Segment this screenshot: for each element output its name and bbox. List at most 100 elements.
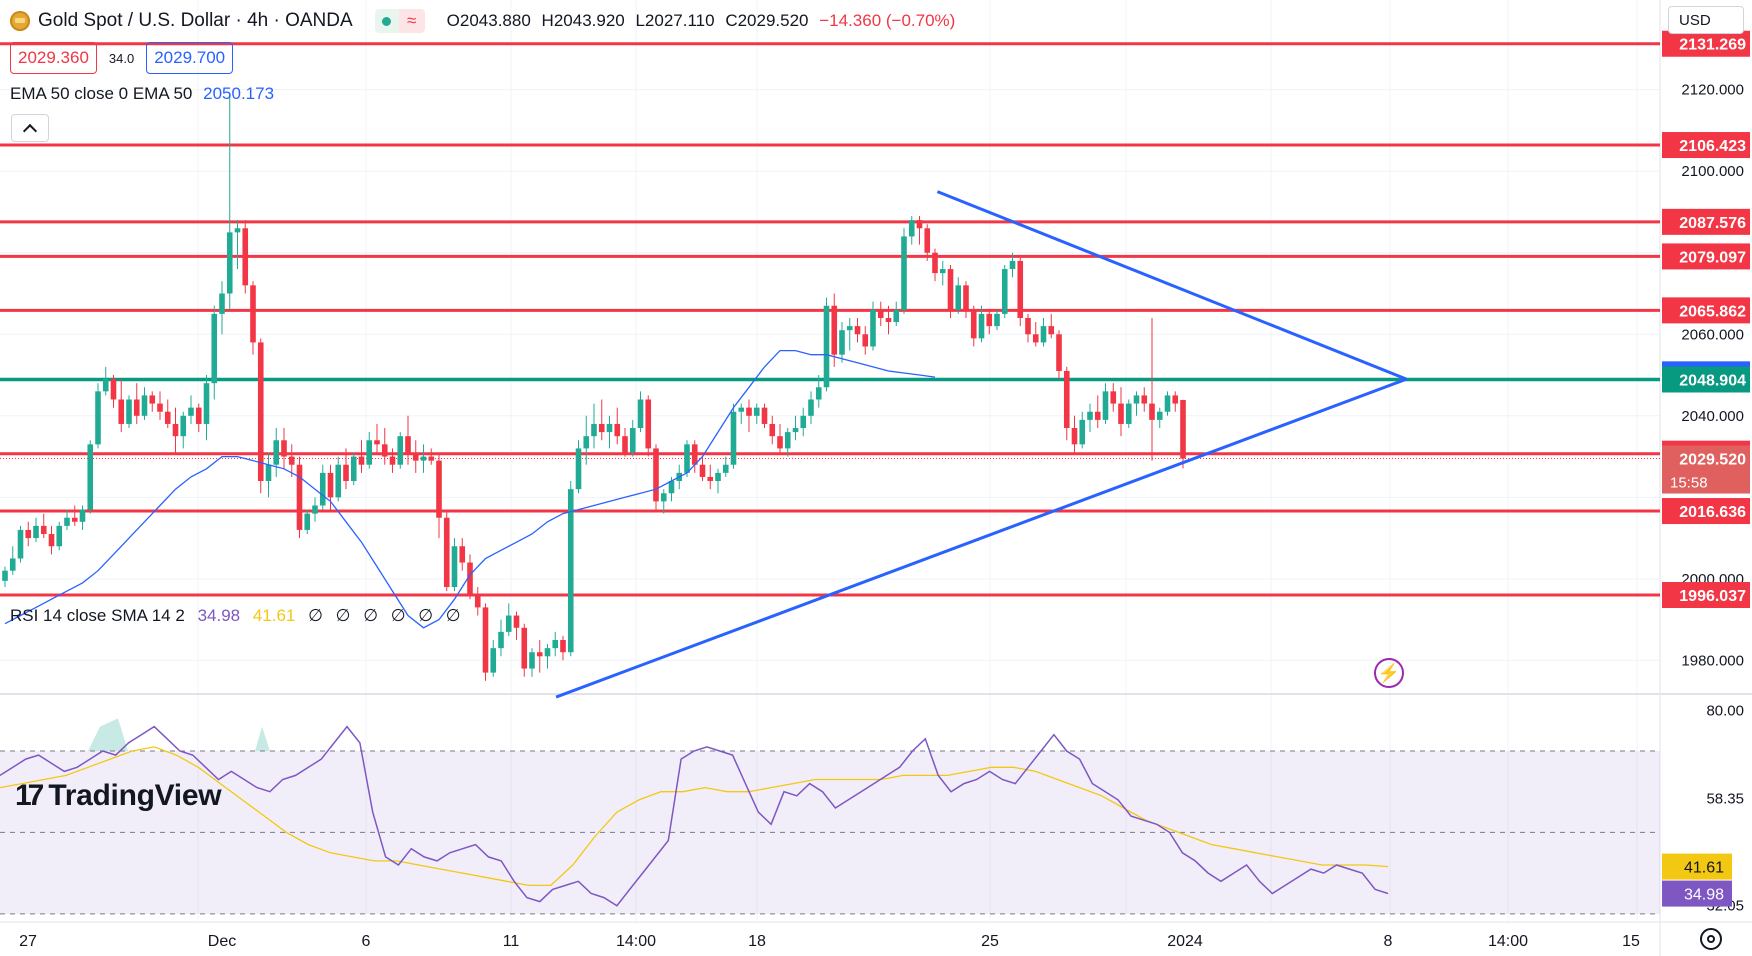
trade-buttons: 2029.360 34.0 2029.700 [10, 42, 234, 74]
candle-body [265, 464, 272, 482]
candle-body [226, 232, 233, 294]
collapse-legend-button[interactable] [11, 114, 49, 142]
lightning-icon[interactable]: ⚡ [1374, 658, 1404, 688]
tradingview-logo[interactable]: 17 TradingView [15, 779, 222, 813]
candle-body [1063, 370, 1070, 429]
candle-body [901, 236, 907, 310]
rsi-badge-label: 34.98 [1684, 887, 1724, 904]
time-axis: 27 Dec 6 11 14:00 18 25 2024 8 14:00 15 [19, 933, 1640, 950]
candle-body [622, 436, 628, 453]
candle-body [250, 285, 256, 343]
candlesticks [2, 93, 1186, 681]
candle-body [1102, 391, 1109, 420]
price-tick-label: 2040.000 [1681, 408, 1744, 425]
candle-body [730, 411, 737, 465]
candle-body [498, 631, 504, 649]
candle-body [746, 407, 752, 416]
data-delay-icon[interactable]: ≈ [398, 9, 425, 33]
candle-body [777, 436, 783, 449]
candle-body [33, 525, 39, 539]
candle-body [1094, 411, 1101, 420]
candle-body [862, 334, 869, 347]
ema-value: 2050.173 [203, 84, 275, 103]
candle-body [172, 423, 179, 437]
candle-body [327, 472, 334, 498]
candle-body [660, 493, 667, 502]
candle-body [1141, 395, 1148, 404]
candle-body [668, 481, 675, 494]
candle-body [761, 407, 768, 424]
candle-body [17, 529, 24, 559]
currency-selector[interactable]: USD [1668, 6, 1744, 34]
candle-body [614, 423, 621, 437]
candle-body [591, 423, 597, 437]
level-badge-label: 2087.576 [1679, 215, 1746, 232]
candle-body [64, 517, 70, 526]
candle-body [831, 305, 838, 355]
symbol-title[interactable]: Gold Spot / U.S. Dollar · 4h · OANDA [38, 10, 353, 31]
level-badge-label: 2131.269 [1679, 37, 1746, 54]
candle-body [854, 326, 861, 335]
candle-body [1156, 411, 1163, 420]
candle-body [738, 407, 745, 412]
candle-body [637, 399, 644, 429]
sell-button[interactable]: 2029.360 [10, 42, 97, 74]
support-resistance-levels [0, 42, 1660, 597]
market-open-icon[interactable] [374, 9, 399, 33]
candle-body [389, 456, 396, 465]
spread-value: 34.0 [108, 50, 135, 66]
candle-body [110, 379, 117, 400]
ema-legend[interactable]: EMA 50 close 0 EMA 50 2050.173 [10, 84, 274, 104]
rsi-line [0, 725, 1389, 907]
level-badge-label: 1996.037 [1679, 588, 1746, 605]
candle-body [1009, 260, 1016, 270]
price-tick-label: 2060.000 [1681, 326, 1744, 343]
last-price-badge [1662, 445, 1750, 494]
candle-body [846, 326, 853, 331]
candle-body [1071, 428, 1078, 445]
candle-body [257, 342, 264, 482]
candle-body [25, 529, 32, 539]
candle-body [978, 313, 985, 339]
market-status[interactable]: ≈ [374, 9, 425, 33]
symbol-header: Gold Spot / U.S. Dollar · 4h · OANDA ≈ O… [10, 8, 955, 34]
buy-button[interactable]: 2029.700 [146, 42, 234, 74]
candle-body [335, 464, 342, 498]
rsi-overbought-fill [88, 718, 128, 751]
candle-body [583, 436, 590, 449]
candle-body [753, 407, 760, 416]
level-badge-label: 2065.862 [1679, 303, 1746, 320]
candle-body [645, 399, 652, 449]
candle-body [366, 440, 373, 465]
candle-body [9, 558, 16, 571]
candle-body [288, 456, 295, 465]
candle-body [505, 615, 512, 632]
candle-body [149, 395, 156, 404]
candle-body [629, 428, 636, 453]
level-badge [1662, 30, 1750, 57]
candle-body [606, 423, 613, 433]
price-tick-label: 2100.000 [1681, 163, 1744, 180]
candle-body [684, 444, 690, 473]
candle-body [877, 309, 884, 318]
candle-body [1164, 395, 1171, 412]
ema-label: EMA 50 close 0 EMA 50 [10, 84, 193, 103]
candle-body [428, 456, 435, 461]
candle-body [815, 387, 822, 400]
level-badge [1662, 243, 1750, 270]
time-tick-label: 27 [19, 933, 37, 950]
settings-gear-icon[interactable] [1700, 928, 1722, 950]
candle-body [126, 399, 132, 424]
candle-body [1149, 403, 1155, 420]
candle-body [1110, 391, 1117, 404]
candle-body [79, 509, 86, 522]
pivot-badge [1662, 366, 1750, 393]
candle-body [1040, 326, 1047, 343]
candle-body [219, 293, 225, 314]
rsi-tick-label: 58.35 [1706, 790, 1744, 807]
candle-body [180, 415, 187, 437]
rsi-legend[interactable]: RSI 14 close SMA 14 2 34.98 41.61 ∅ ∅ ∅ … [10, 606, 465, 626]
tradingview-logo-text: TradingView [48, 779, 222, 812]
candle-body [420, 456, 427, 461]
